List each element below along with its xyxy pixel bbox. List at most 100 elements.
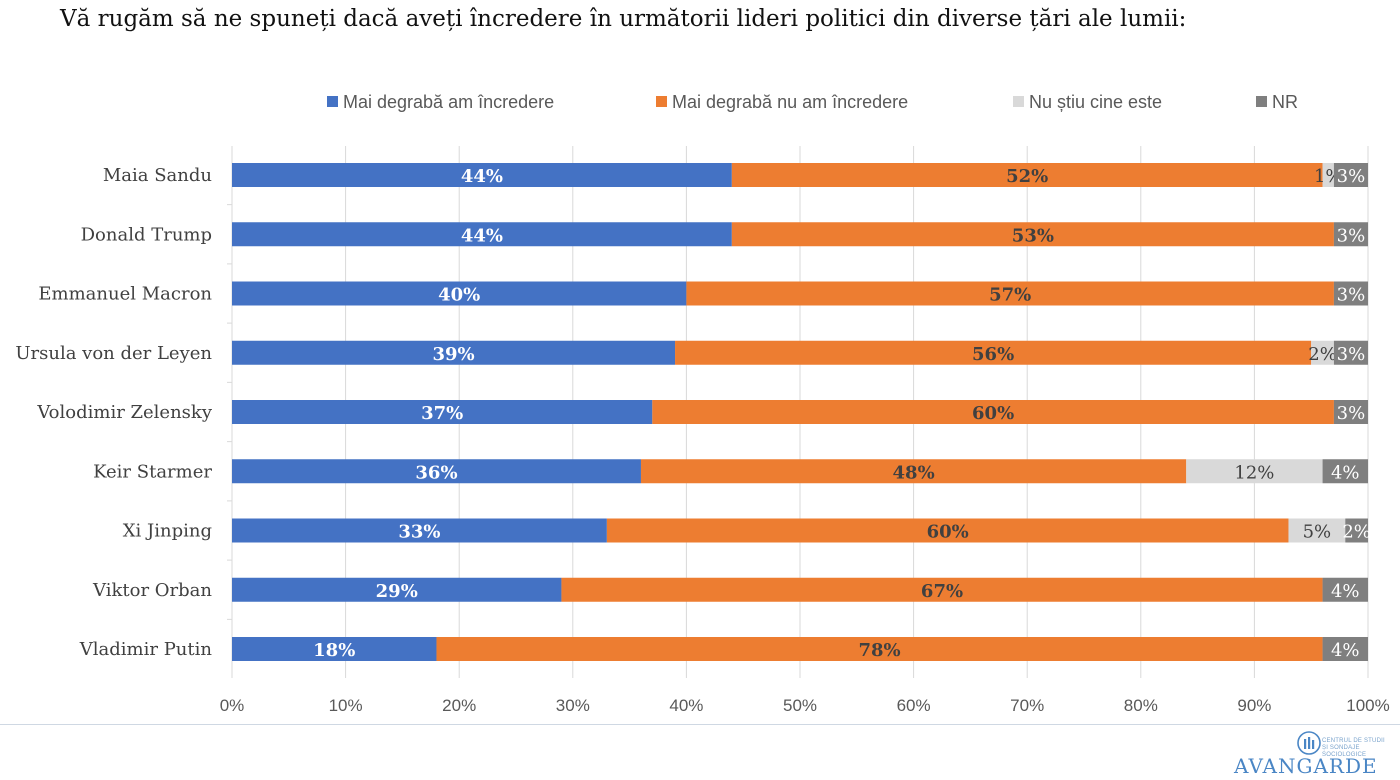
- bar-segment-mai-degraba-am-incredere-emmanuel-macron: [232, 281, 687, 306]
- footer-divider: [0, 724, 1400, 725]
- category-label-volodimir-zelensky: Volodimir Zelensky: [36, 402, 213, 423]
- bar-segment-nu-stiu-cine-este-ursula-von-der-leyen: [1311, 340, 1334, 365]
- data-label-nr-volodimir-zelensky: 3%: [1337, 403, 1366, 424]
- category-label-maia-sandu: Maia Sandu: [103, 165, 212, 186]
- data-label-nr-donald-trump: 3%: [1337, 225, 1366, 246]
- data-label-mai-degraba-am-incredere-donald-trump: 44%: [461, 225, 503, 246]
- x-tick-label-60: 60%: [897, 696, 931, 715]
- bar-segment-mai-degraba-nu-am-incredere-emmanuel-macron: [686, 281, 1334, 306]
- bar-segment-mai-degraba-nu-am-incredere-ursula-von-der-leyen: [675, 340, 1312, 365]
- bar-row-vladimir-putin: 18% 78% 4%: [232, 637, 1368, 661]
- data-label-mai-degraba-am-incredere-keir-starmer: 36%: [415, 462, 457, 483]
- bar-segment-nu-stiu-cine-este-keir-starmer: [1186, 459, 1323, 484]
- bar-segment-nu-stiu-cine-este-xi-jinping: [1288, 518, 1346, 543]
- bar-segment-mai-degraba-nu-am-incredere-viktor-orban: [561, 577, 1323, 602]
- bar-segment-mai-degraba-am-incredere-maia-sandu: [232, 163, 732, 187]
- x-tick-label-100: 100%: [1346, 696, 1389, 715]
- x-tick-label-20: 20%: [442, 696, 476, 715]
- legend-swatch: [1256, 96, 1267, 107]
- bar-segment-nr-viktor-orban: [1322, 577, 1368, 602]
- bar-segment-mai-degraba-nu-am-incredere-maia-sandu: [731, 163, 1323, 187]
- data-label-nr-viktor-orban: 4%: [1331, 581, 1360, 602]
- x-tick-label-0: 0%: [220, 696, 245, 715]
- bar-segment-nu-stiu-cine-este-maia-sandu: [1322, 163, 1334, 187]
- bar-row-viktor-orban: 29% 67% 4%: [232, 577, 1368, 602]
- bar-row-maia-sandu: 44% 52% 1%3%: [232, 163, 1368, 187]
- legend-swatch: [327, 96, 338, 107]
- bar-row-emmanuel-macron: 40% 57% 3%: [232, 281, 1368, 306]
- data-label-nr-maia-sandu: 3%: [1337, 166, 1366, 187]
- bar-segment-mai-degraba-nu-am-incredere-vladimir-putin: [436, 637, 1323, 661]
- data-label-nr-xi-jinping: 2%: [1342, 522, 1371, 543]
- category-label-xi-jinping: Xi Jinping: [123, 521, 212, 542]
- legend-swatch: [656, 96, 667, 107]
- bar-row-donald-trump: 44% 53% 3%: [232, 222, 1368, 247]
- x-tick-label-40: 40%: [669, 696, 703, 715]
- legend-item-nr: NR: [1256, 92, 1298, 112]
- category-label-vladimir-putin: Vladimir Putin: [79, 639, 213, 660]
- data-label-mai-degraba-am-incredere-emmanuel-macron: 40%: [438, 285, 480, 306]
- legend-item-nu-stiu-cine-este: Nu știu cine este: [1013, 92, 1162, 112]
- data-label-nr-keir-starmer: 4%: [1331, 462, 1360, 483]
- data-label-mai-degraba-am-incredere-maia-sandu: 44%: [461, 166, 503, 187]
- category-label-keir-starmer: Keir Starmer: [93, 461, 212, 482]
- data-label-nu-stiu-cine-este-xi-jinping: 5%: [1303, 522, 1332, 543]
- logo-text: AVANGARDE: [1234, 754, 1378, 778]
- data-label-nu-stiu-cine-este-keir-starmer: 12%: [1234, 462, 1274, 483]
- data-label-mai-degraba-am-incredere-ursula-von-der-leyen: 39%: [432, 344, 474, 365]
- category-label-viktor-orban: Viktor Orban: [92, 580, 212, 601]
- legend-label: Nu știu cine este: [1029, 92, 1162, 112]
- data-label-mai-degraba-nu-am-incredere-vladimir-putin: 78%: [858, 640, 900, 661]
- bar-segment-nr-vladimir-putin: [1322, 637, 1368, 661]
- data-label-mai-degraba-nu-am-incredere-xi-jinping: 60%: [927, 522, 969, 543]
- data-label-nr-ursula-von-der-leyen: 3%: [1337, 344, 1366, 365]
- bar-segment-nr-maia-sandu: [1333, 163, 1368, 187]
- data-label-mai-degraba-nu-am-incredere-keir-starmer: 48%: [893, 462, 935, 483]
- legend-item-mai-degraba-am-incredere: Mai degrabă am încredere: [327, 92, 554, 112]
- bar-segment-nr-xi-jinping: [1345, 518, 1368, 543]
- bar-segment-nr-donald-trump: [1333, 222, 1368, 247]
- bar-segment-mai-degraba-am-incredere-ursula-von-der-leyen: [232, 340, 676, 365]
- data-label-mai-degraba-nu-am-incredere-maia-sandu: 52%: [1006, 166, 1048, 187]
- bar-segment-mai-degraba-nu-am-incredere-xi-jinping: [606, 518, 1289, 543]
- bar-segment-mai-degraba-am-incredere-xi-jinping: [232, 518, 607, 543]
- bar-segment-mai-degraba-nu-am-incredere-keir-starmer: [640, 459, 1187, 484]
- bar-segment-mai-degraba-am-incredere-donald-trump: [232, 222, 732, 247]
- data-label-nu-stiu-cine-este-ursula-von-der-leyen: 2%: [1308, 344, 1337, 365]
- legend-label: Mai degrabă am încredere: [343, 92, 554, 112]
- x-tick-label-80: 80%: [1124, 696, 1158, 715]
- chart-bars: 44% 52% 1%3%44% 53% 3%40% 57% 3%39% 56% 2% 3%37% 6…: [232, 163, 1371, 661]
- bar-segment-mai-degraba-am-incredere-viktor-orban: [232, 577, 562, 602]
- category-label-donald-trump: Donald Trump: [81, 224, 212, 245]
- data-label-mai-degraba-nu-am-incredere-ursula-von-der-leyen: 56%: [972, 344, 1014, 365]
- legend-label: Mai degrabă nu am încredere: [672, 92, 908, 112]
- legend-swatch: [1013, 96, 1024, 107]
- data-label-mai-degraba-am-incredere-vladimir-putin: 18%: [313, 640, 355, 661]
- chart-title: Vă rugăm să ne spuneți dacă aveți încred…: [60, 6, 1187, 32]
- bar-segment-nr-keir-starmer: [1322, 459, 1368, 484]
- bar-segment-nr-emmanuel-macron: [1333, 281, 1368, 306]
- data-label-mai-degraba-nu-am-incredere-emmanuel-macron: 57%: [989, 285, 1031, 306]
- bar-row-keir-starmer: 36% 48% 12% 4%: [232, 459, 1368, 484]
- bar-row-ursula-von-der-leyen: 39% 56% 2% 3%: [232, 340, 1368, 365]
- logo-emblem-icon: [1297, 731, 1321, 755]
- y-axis-labels: Maia Sandu Donald Trump Emmanuel Macron Urs…: [15, 165, 212, 660]
- bar-segment-nr-ursula-von-der-leyen: [1333, 340, 1368, 365]
- data-label-nr-vladimir-putin: 4%: [1331, 640, 1360, 661]
- category-label-ursula-von-der-leyen: Ursula von der Leyen: [15, 343, 212, 364]
- data-label-mai-degraba-nu-am-incredere-volodimir-zelensky: 60%: [972, 403, 1014, 424]
- bar-row-volodimir-zelensky: 37% 60% 3%: [232, 400, 1368, 424]
- data-label-mai-degraba-nu-am-incredere-donald-trump: 53%: [1012, 225, 1054, 246]
- chart-legend: Mai degrabă am încredere Mai degrabă nu a…: [327, 92, 1298, 112]
- data-label-mai-degraba-am-incredere-viktor-orban: 29%: [376, 581, 418, 602]
- bar-segment-mai-degraba-nu-am-incredere-volodimir-zelensky: [652, 400, 1334, 424]
- legend-item-mai-degraba-nu-am-incredere: Mai degrabă nu am încredere: [656, 92, 908, 112]
- data-label-nr-emmanuel-macron: 3%: [1337, 285, 1366, 306]
- legend-label: NR: [1272, 92, 1298, 112]
- bar-segment-mai-degraba-nu-am-incredere-donald-trump: [731, 222, 1334, 247]
- avangarde-logo: CENTRUL DE STUDII ȘI SONDAJE SOCIOLOGICE…: [1234, 730, 1394, 778]
- data-label-mai-degraba-am-incredere-xi-jinping: 33%: [398, 522, 440, 543]
- bar-segment-mai-degraba-am-incredere-keir-starmer: [232, 459, 641, 484]
- bar-segment-mai-degraba-am-incredere-vladimir-putin: [232, 637, 437, 661]
